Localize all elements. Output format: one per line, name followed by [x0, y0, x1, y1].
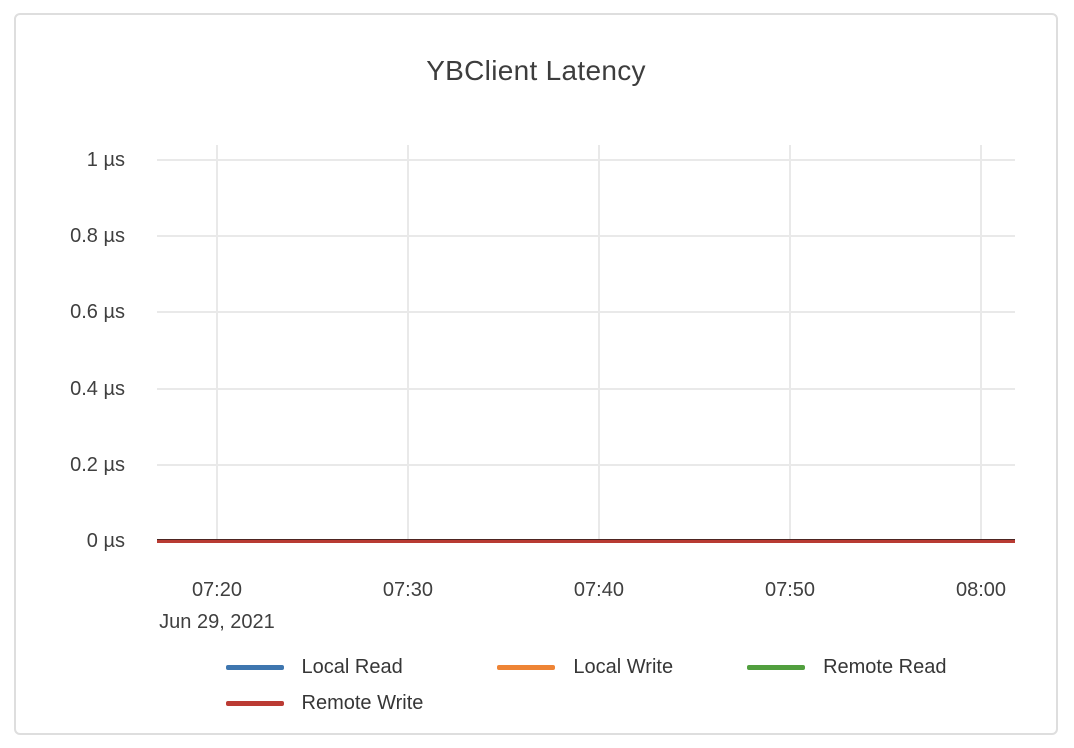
gridline-y	[157, 463, 1015, 466]
gridline-y	[157, 311, 1015, 314]
y-tick-label: 0.8 µs	[70, 225, 125, 248]
gridline-x	[980, 145, 983, 541]
legend-swatch	[747, 665, 806, 670]
legend-swatch	[225, 665, 284, 670]
legend-label: Local Write	[573, 656, 674, 678]
y-tick-label: 1 µs	[86, 149, 125, 171]
gridline-y	[157, 235, 1015, 238]
y-tick-label: 0.6 µs	[70, 301, 125, 324]
gridline-y	[157, 159, 1015, 161]
y-tick-label: 0.4 µs	[70, 377, 125, 400]
x-tick-label: 08:00	[955, 579, 1007, 601]
legend-item-local-read[interactable]: Local Read	[225, 656, 424, 679]
gridline-x	[406, 145, 409, 541]
legend-label: Remote Read	[823, 656, 947, 678]
legend-item-remote-write[interactable]: Remote Write	[225, 692, 424, 715]
x-tick-label: 07:30	[382, 579, 433, 601]
plot-area[interactable]	[157, 145, 1015, 543]
legend-label: Local Read	[301, 656, 403, 678]
x-axis-date-label: Jun 29, 2021	[159, 611, 275, 633]
x-tick-label: 07:50	[765, 579, 816, 601]
gridline-y	[157, 387, 1015, 390]
y-tick-label: 0.2 µs	[70, 453, 125, 476]
legend-item-local-write[interactable]: Local Write	[497, 656, 673, 679]
chart-title: YBClient Latency	[426, 55, 646, 86]
legend-item-remote-read[interactable]: Remote Read	[747, 656, 946, 679]
chart-card: YBClient Latency 1 µs 0.8 µs 0.6 µs 0.4 µs 0…	[14, 13, 1058, 735]
legend: Local Read Local Write Remote Read Remote W…	[157, 656, 1015, 715]
series-zero-line	[157, 539, 1015, 543]
gridline-x	[215, 145, 218, 541]
gridline-x	[789, 145, 792, 541]
x-tick-label: 07:40	[573, 579, 624, 601]
y-tick-label: 0 µs	[86, 530, 125, 552]
gridline-x	[597, 145, 600, 541]
legend-label: Remote Write	[301, 692, 424, 714]
x-tick-label: 07:20	[191, 579, 242, 601]
legend-swatch	[497, 665, 556, 670]
legend-swatch	[225, 701, 284, 706]
